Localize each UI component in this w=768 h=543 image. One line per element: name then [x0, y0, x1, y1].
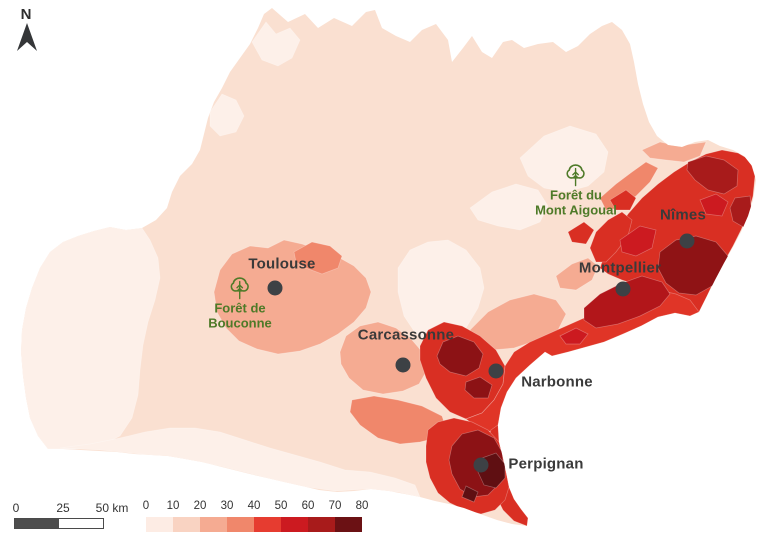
forest-marker-mont-aigoual: Forêt du Mont Aigoual	[535, 164, 617, 219]
scalebar-tick-50km: 50 km	[95, 501, 129, 515]
forest-label-line2: Mont Aigoual	[535, 202, 617, 218]
city-dot-toulouse	[267, 280, 283, 296]
legend-tick: 50	[274, 500, 288, 512]
legend-tick: 0	[142, 500, 150, 512]
city-label-perpignan: Perpignan	[508, 455, 584, 473]
legend-tick: 70	[328, 500, 342, 512]
city-dot-nimes	[679, 233, 695, 249]
legend-swatch-20-30	[200, 517, 227, 532]
legend-swatch-0-10	[146, 517, 173, 532]
legend-tick: 20	[193, 500, 207, 512]
legend-tick: 10	[166, 500, 180, 512]
forest-label-line1: Forêt du	[550, 187, 602, 203]
forest-marker-bouconne: Forêt de Bouconne	[208, 277, 272, 332]
north-arrow: N	[10, 6, 44, 58]
choropleth-zones	[21, 21, 756, 526]
city-dot-montpellier	[615, 281, 631, 297]
city-label-carcassonne: Carcassonne	[357, 326, 455, 344]
legend-tick: 80	[355, 500, 369, 512]
north-label: N	[20, 6, 32, 23]
tree-icon	[566, 164, 586, 187]
city-dot-narbonne	[488, 363, 504, 379]
city-label-nimes: Nîmes	[659, 206, 707, 224]
scale-bar-empty-half	[59, 519, 103, 528]
legend-swatch-70-80	[335, 517, 362, 532]
legend-tick: 30	[220, 500, 234, 512]
legend-swatch-10-20	[173, 517, 200, 532]
legend-swatch-30-40	[227, 517, 254, 532]
scale-bar	[14, 518, 104, 529]
scalebar-tick-25: 25	[56, 501, 70, 515]
legend-tick: 60	[301, 500, 315, 512]
legend-swatch-60-70	[308, 517, 335, 532]
north-arrow-icon	[17, 23, 37, 51]
city-dot-perpignan	[473, 457, 489, 473]
tree-icon	[230, 277, 250, 300]
city-label-toulouse: Toulouse	[248, 255, 316, 273]
city-label-narbonne: Narbonne	[521, 373, 593, 391]
legend-swatch-40-50	[254, 517, 281, 532]
legend-swatch-50-60	[281, 517, 308, 532]
scalebar-tick-0: 0	[12, 501, 20, 515]
city-dot-carcassonne	[395, 357, 411, 373]
forest-label-line2: Bouconne	[208, 315, 272, 331]
forest-label-line1: Forêt de	[214, 300, 266, 316]
scale-bar-filled-half	[15, 519, 59, 528]
city-label-montpellier: Montpellier	[578, 259, 662, 277]
legend-tick: 40	[247, 500, 261, 512]
